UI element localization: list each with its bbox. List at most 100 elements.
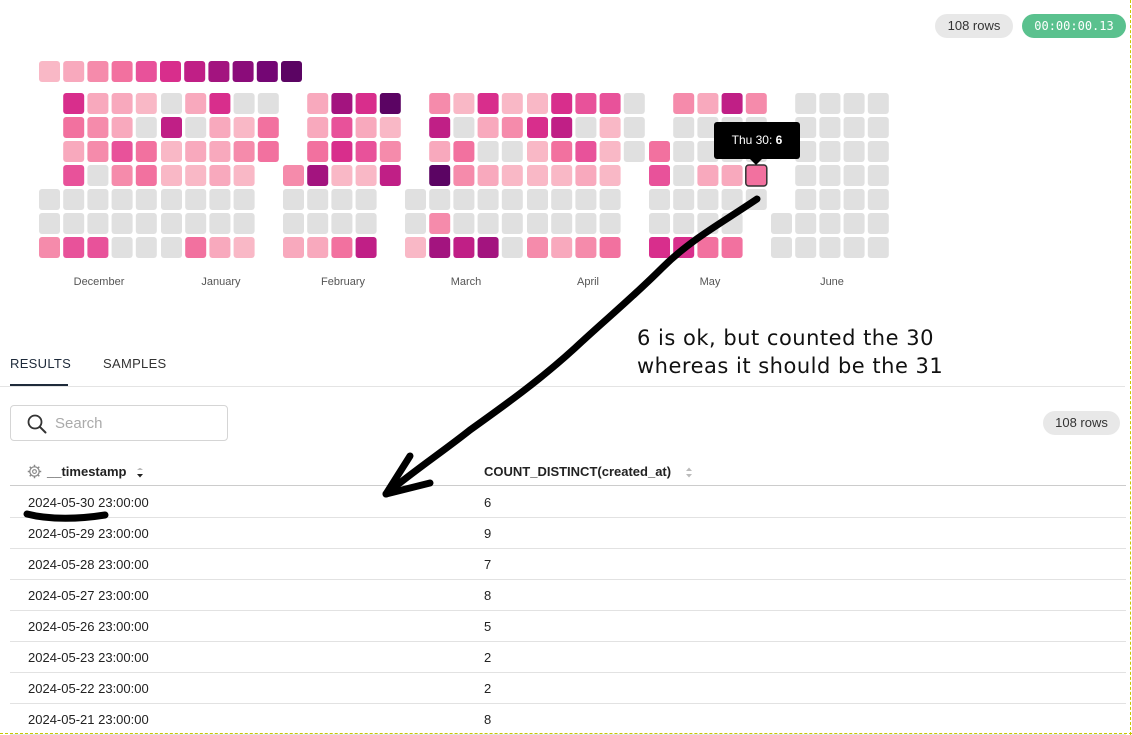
heatmap-day[interactable] <box>501 117 523 138</box>
heatmap-day[interactable] <box>283 213 304 234</box>
heatmap-day[interactable] <box>599 165 621 186</box>
heatmap-day[interactable] <box>673 189 695 210</box>
heatmap-day[interactable] <box>87 165 109 186</box>
heatmap-day[interactable] <box>307 93 329 114</box>
heatmap-day[interactable] <box>697 165 719 186</box>
heatmap-day[interactable] <box>453 117 475 138</box>
table-row[interactable]: 2024-05-22 23:00:00 2 <box>10 672 1126 704</box>
heatmap-day[interactable] <box>405 237 426 258</box>
heatmap-day[interactable] <box>697 141 719 162</box>
heatmap-day[interactable] <box>185 213 207 234</box>
heatmap-day[interactable] <box>477 93 499 114</box>
heatmap-day[interactable] <box>527 213 548 234</box>
heatmap-day[interactable] <box>623 117 645 138</box>
heatmap-day[interactable] <box>307 213 329 234</box>
heatmap-day[interactable] <box>501 189 523 210</box>
heatmap-day[interactable] <box>63 237 85 258</box>
heatmap-day[interactable] <box>331 141 353 162</box>
heatmap-day[interactable] <box>331 189 353 210</box>
heatmap-day[interactable] <box>429 141 451 162</box>
heatmap-day[interactable] <box>209 189 231 210</box>
heatmap-day[interactable] <box>307 117 329 138</box>
heatmap-day[interactable] <box>867 237 889 258</box>
heatmap-day[interactable] <box>867 117 889 138</box>
heatmap-day[interactable] <box>453 141 475 162</box>
heatmap-day[interactable] <box>599 93 621 114</box>
heatmap-day[interactable] <box>39 213 60 234</box>
heatmap-day[interactable] <box>185 117 207 138</box>
heatmap-day[interactable] <box>233 213 255 234</box>
heatmap-day[interactable] <box>161 117 182 138</box>
heatmap-day[interactable] <box>39 189 60 210</box>
heatmap-day[interactable] <box>843 189 865 210</box>
heatmap-day[interactable] <box>233 117 255 138</box>
heatmap-day[interactable] <box>307 189 329 210</box>
heatmap-day[interactable] <box>843 165 865 186</box>
heatmap-day[interactable] <box>257 141 279 162</box>
heatmap-day[interactable] <box>575 117 597 138</box>
heatmap-day[interactable] <box>209 237 231 258</box>
column-header-timestamp[interactable]: __timestamp <box>47 464 127 479</box>
heatmap-day[interactable] <box>283 165 304 186</box>
search-box[interactable] <box>10 405 228 441</box>
heatmap-day[interactable] <box>721 93 743 114</box>
heatmap-day[interactable] <box>477 165 499 186</box>
heatmap-day[interactable] <box>575 141 597 162</box>
heatmap-day[interactable] <box>111 189 133 210</box>
heatmap-day[interactable] <box>819 93 841 114</box>
heatmap-day[interactable] <box>649 165 670 186</box>
heatmap-day[interactable] <box>599 213 621 234</box>
heatmap-day[interactable] <box>161 237 182 258</box>
heatmap-day[interactable] <box>795 237 817 258</box>
heatmap-day[interactable] <box>185 141 207 162</box>
heatmap-day[interactable] <box>477 141 499 162</box>
sort-icon[interactable] <box>685 467 693 478</box>
heatmap-day[interactable] <box>429 189 451 210</box>
heatmap-day[interactable] <box>405 189 426 210</box>
heatmap-day[interactable] <box>233 165 255 186</box>
heatmap-day[interactable] <box>233 141 255 162</box>
heatmap-day[interactable] <box>795 189 817 210</box>
table-row[interactable]: 2024-05-21 23:00:00 8 <box>10 703 1126 735</box>
heatmap-day[interactable] <box>331 237 353 258</box>
heatmap-day[interactable] <box>721 237 743 258</box>
heatmap-day[interactable] <box>477 213 499 234</box>
heatmap-day[interactable] <box>331 213 353 234</box>
heatmap-day[interactable] <box>185 189 207 210</box>
heatmap-day[interactable] <box>63 117 85 138</box>
heatmap-day[interactable] <box>355 141 377 162</box>
heatmap-day[interactable] <box>771 237 792 258</box>
heatmap-day[interactable] <box>649 237 670 258</box>
heatmap-day[interactable] <box>379 165 401 186</box>
heatmap-day[interactable] <box>575 189 597 210</box>
heatmap-day[interactable] <box>63 189 85 210</box>
heatmap-day[interactable] <box>379 117 401 138</box>
heatmap-day[interactable] <box>795 93 817 114</box>
heatmap-day[interactable] <box>501 213 523 234</box>
heatmap-day[interactable] <box>795 213 817 234</box>
heatmap-day[interactable] <box>331 93 353 114</box>
heatmap-day[interactable] <box>623 141 645 162</box>
heatmap-day[interactable] <box>135 165 157 186</box>
heatmap-day[interactable] <box>527 165 548 186</box>
heatmap-day[interactable] <box>405 213 426 234</box>
heatmap-day[interactable] <box>527 189 548 210</box>
heatmap-day[interactable] <box>63 165 85 186</box>
heatmap-day[interactable] <box>87 117 109 138</box>
heatmap-day[interactable] <box>87 141 109 162</box>
heatmap-day[interactable] <box>575 237 597 258</box>
heatmap-day[interactable] <box>209 165 231 186</box>
gear-icon[interactable] <box>27 464 42 479</box>
heatmap-day[interactable] <box>111 93 133 114</box>
heatmap-day[interactable] <box>257 117 279 138</box>
heatmap-day[interactable] <box>527 117 548 138</box>
heatmap-day[interactable] <box>867 213 889 234</box>
heatmap-day[interactable] <box>379 93 401 114</box>
heatmap-day[interactable] <box>331 117 353 138</box>
heatmap-day[interactable] <box>477 189 499 210</box>
heatmap-day[interactable] <box>551 117 573 138</box>
heatmap-day[interactable] <box>551 213 573 234</box>
heatmap-day[interactable] <box>87 93 109 114</box>
heatmap-day[interactable] <box>697 117 719 138</box>
table-row[interactable]: 2024-05-30 23:00:00 6 <box>10 486 1126 518</box>
